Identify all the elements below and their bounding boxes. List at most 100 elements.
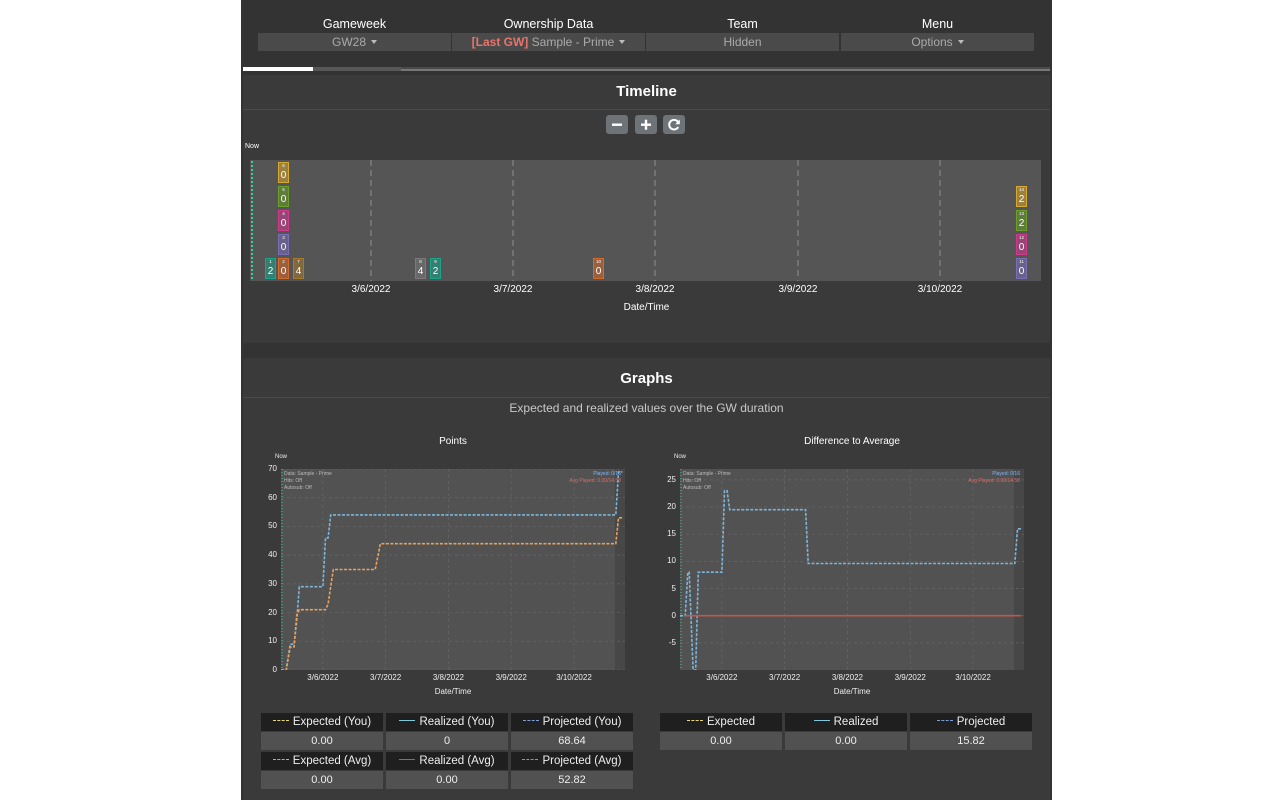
legend-label: Realized	[833, 716, 879, 728]
gameweek-selector: Gameweek GW28	[258, 17, 451, 51]
x-tick-label: 3/6/2022	[307, 673, 339, 682]
gameweek-title: Gameweek	[322, 17, 387, 31]
fixture-badge[interactable]: 13 2	[1016, 210, 1027, 231]
tab-active[interactable]	[243, 67, 313, 71]
annotation-avg-played: Avg Played: 0.00/14.58	[569, 478, 621, 484]
annotation-autosub: Autosub: Off	[284, 485, 312, 491]
minus-icon	[612, 123, 622, 126]
timeline-title: Timeline	[616, 83, 677, 100]
legend-label: Projected (Avg)	[542, 755, 622, 767]
chart-future-shade	[615, 469, 625, 670]
team-selector: Team Hidden	[646, 17, 839, 51]
chart-svg	[281, 469, 625, 670]
legend-value: 0.00	[386, 771, 508, 789]
legend-item[interactable]: Realized (You)	[386, 713, 508, 731]
legend-item[interactable]: Realized (Avg)	[386, 752, 508, 770]
zoom-in-button[interactable]	[635, 115, 657, 134]
y-tick-label: 10	[667, 556, 676, 566]
legend-item[interactable]: Expected (Avg)	[261, 752, 383, 770]
series-line-projected-you[interactable]	[281, 471, 623, 670]
zoom-out-button[interactable]	[606, 115, 628, 134]
y-tick-label: -5	[668, 637, 676, 647]
menu-title: Menu	[921, 17, 954, 31]
legend-value: 15.82	[910, 732, 1032, 750]
x-tick-label: 3/10/2022	[955, 673, 991, 682]
legend-swatch-icon	[272, 759, 289, 761]
caret-down-icon	[957, 39, 964, 44]
legend-label: Projected	[956, 716, 1006, 728]
chart-title: Difference to Average	[804, 436, 900, 447]
annotation-played: Played: 0/16	[593, 471, 621, 477]
x-tick-label: 3/7/2022	[370, 673, 402, 682]
section-divider	[243, 109, 1050, 110]
chart-plot-area[interactable]: Data: Sample - Prime Hits: Off Autosub: Of…	[680, 469, 1024, 670]
annotation-autosub: Autosub: Off	[683, 485, 711, 491]
fixture-badge[interactable]: 11 0	[1016, 258, 1027, 279]
ownership-tag: [Last GW]	[471, 35, 529, 49]
annotation-hits: Hits: Off	[683, 478, 701, 484]
options-dropdown[interactable]: Options	[841, 33, 1034, 51]
x-tick-label: 3/10/2022	[556, 673, 592, 682]
fixture-badge-points: 0	[280, 194, 287, 205]
chart-plot-area[interactable]: Data: Sample - Prime Hits: Off Autosub: Of…	[281, 469, 625, 670]
legend-swatch-icon	[399, 759, 416, 761]
chart-now-label: Now	[275, 454, 288, 460]
legend-label: Realized (Avg)	[419, 755, 495, 767]
fixture-badge-number: 4	[282, 211, 285, 216]
fixture-badge[interactable]: 14 2	[1016, 186, 1027, 207]
app-window: Gameweek GW28 Ownership Data [Last GW] S…	[241, 0, 1052, 800]
y-tick-label: 25	[667, 474, 676, 484]
annotation-avg-played: Avg Played: 0.00/14.58	[968, 478, 1020, 484]
gameweek-dropdown[interactable]: GW28	[258, 33, 451, 51]
y-tick-label: 0	[671, 610, 676, 620]
section-divider	[243, 397, 1050, 398]
fixture-badge-number: 2	[282, 259, 285, 264]
legend-label: Expected (Avg)	[292, 755, 372, 767]
annotation-played: Played: 0/16	[992, 471, 1020, 477]
caret-down-icon	[371, 39, 377, 44]
fixture-badge-points: 0	[595, 266, 602, 277]
legend-item[interactable]: Projected	[910, 713, 1032, 731]
x-tick-label: 3/6/2022	[706, 673, 738, 682]
fixture-badge-points: 0	[1018, 242, 1025, 253]
fixture-badge-points: 0	[280, 218, 287, 229]
fixture-badge-number: 14	[1018, 187, 1024, 192]
legend-item[interactable]: Projected (Avg)	[511, 752, 633, 770]
legend-label: Expected (You)	[292, 716, 372, 728]
legend-item[interactable]: Projected (You)	[511, 713, 633, 731]
reset-zoom-button[interactable]	[663, 115, 685, 134]
fixture-badge[interactable]: 12 0	[1016, 234, 1027, 255]
team-field[interactable]: Hidden	[646, 33, 839, 51]
legend-item[interactable]: Expected	[660, 713, 782, 731]
y-tick-label: 15	[667, 529, 676, 539]
legend-swatch-icon	[522, 759, 539, 761]
legend-label: Expected	[707, 716, 755, 728]
tab-second[interactable]	[313, 67, 401, 71]
chart-future-shade	[1014, 469, 1024, 670]
timeline-tick-label: 3/7/2022	[493, 284, 533, 295]
timeline-tick-label: 3/6/2022	[351, 284, 391, 295]
timeline-plot[interactable]: 1 2 2 0 3 0 4 0 5 0 6 0 7 4 8 4 9 2 10 0 11 0 12 0 13 2 14 2	[250, 160, 1041, 281]
ownership-dropdown[interactable]: [Last GW] Sample - Prime	[452, 33, 645, 51]
fixture-badge-number: 13	[1018, 211, 1024, 216]
caret-down-icon	[619, 39, 626, 44]
fixture-badge-points: 0	[280, 266, 287, 277]
chart-xlabel: Date/Time	[434, 687, 472, 696]
x-tick-label: 3/7/2022	[769, 673, 801, 682]
legend-item[interactable]: Expected (You)	[261, 713, 383, 731]
series-line-projected[interactable]	[680, 489, 1022, 670]
series-line-projected-avg[interactable]	[281, 516, 623, 670]
fixture-badge-points: 4	[295, 266, 302, 277]
legend-item[interactable]: Realized	[785, 713, 907, 731]
legend-label: Realized (You)	[419, 716, 495, 728]
fixture-badge[interactable]: 10 0	[593, 258, 604, 279]
